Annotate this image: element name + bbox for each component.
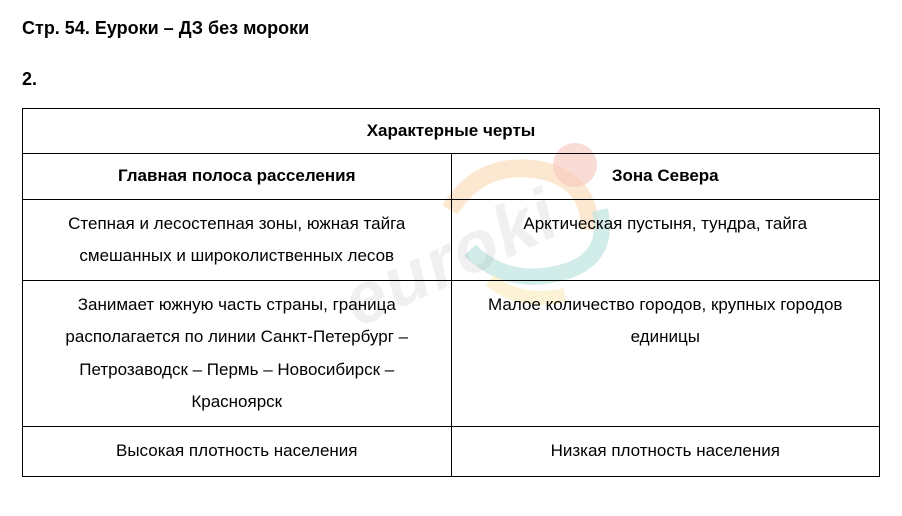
table-title-row: Характерные черты xyxy=(23,109,880,154)
table-row: Занимает южную часть страны, граница рас… xyxy=(23,281,880,427)
column-header-left: Главная полоса расселения xyxy=(23,154,452,199)
table-cell: Занимает южную часть страны, граница рас… xyxy=(23,281,452,427)
column-header-right: Зона Севера xyxy=(451,154,880,199)
characteristics-table: Характерные черты Главная полоса расселе… xyxy=(22,108,880,477)
table-cell: Высокая плотность населения xyxy=(23,427,452,476)
table-column-headers: Главная полоса расселения Зона Севера xyxy=(23,154,880,199)
table-row: Высокая плотность населения Низкая плотн… xyxy=(23,427,880,476)
table-cell: Малое количество городов, крупных городо… xyxy=(451,281,880,427)
question-number: 2. xyxy=(22,69,880,90)
table-cell: Низкая плотность населения xyxy=(451,427,880,476)
page-header: Стр. 54. Еуроки – ДЗ без мороки xyxy=(22,18,880,39)
table-title: Характерные черты xyxy=(23,109,880,154)
table-cell: Степная и лесостепная зоны, южная тайга … xyxy=(23,199,452,281)
table-cell: Арктическая пустыня, тундра, тайга xyxy=(451,199,880,281)
table-row: Степная и лесостепная зоны, южная тайга … xyxy=(23,199,880,281)
